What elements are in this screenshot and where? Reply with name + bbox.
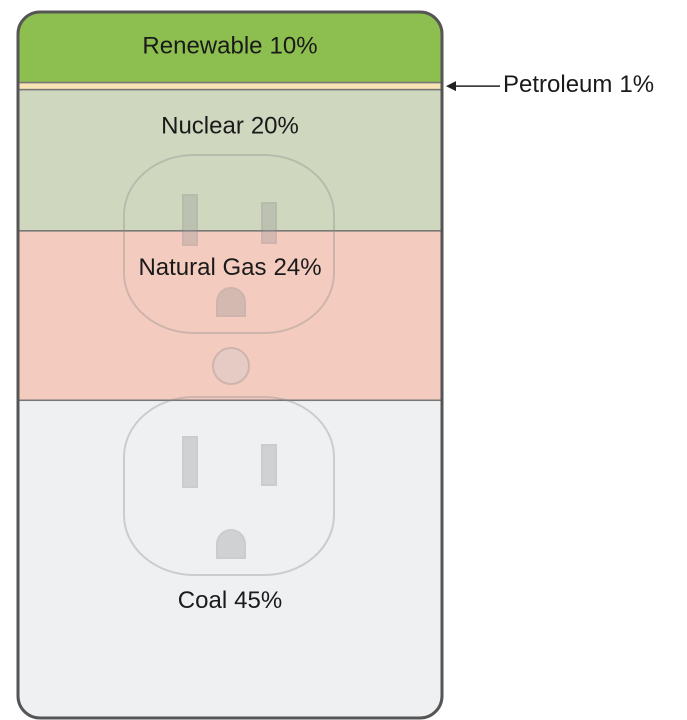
value-label: 20%: [251, 113, 299, 140]
labels: Renewable 10% Petroleum 1% Nuclear 20% Natural…: [138, 33, 654, 615]
outlet-face: [123, 396, 335, 576]
outlet-slot: [182, 436, 198, 488]
outlet-slot: [182, 194, 198, 246]
outlet-ground: [216, 287, 246, 317]
plate-segments: [18, 12, 442, 718]
segment-label: Natural Gas 24%: [138, 254, 321, 281]
category-name: Petroleum: [503, 71, 612, 98]
outlet-screw: [212, 347, 250, 385]
outlet-slot: [261, 444, 277, 486]
value-label: 1%: [619, 71, 654, 98]
value-label: 45%: [234, 587, 282, 614]
category-name: Nuclear: [161, 113, 244, 140]
value-label: 24%: [274, 254, 322, 281]
value-label: 10%: [270, 33, 318, 60]
category-name: Natural Gas: [138, 254, 266, 281]
segment: [18, 81, 442, 91]
segment-label: Petroleum 1%: [503, 71, 654, 98]
category-name: Renewable: [142, 33, 262, 60]
segment: [18, 88, 442, 232]
segment-label: Renewable 10%: [142, 33, 317, 60]
plate-border: [16, 10, 444, 720]
segment-label: Coal 45%: [178, 587, 282, 614]
arrow-head: [446, 81, 456, 92]
segment: [18, 230, 442, 402]
category-name: Coal: [178, 587, 227, 614]
outlet-drawing: [123, 154, 335, 576]
outlet-face: [123, 154, 335, 334]
segment: [18, 399, 442, 718]
outlet-slot: [261, 202, 277, 244]
outlet-ground: [216, 529, 246, 559]
segment-label: Nuclear 20%: [161, 113, 299, 140]
